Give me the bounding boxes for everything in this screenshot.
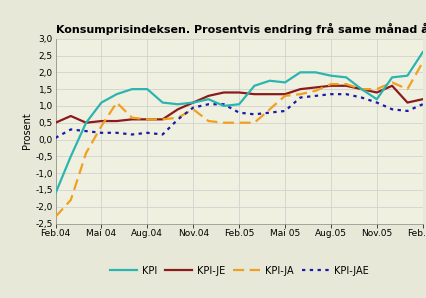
Y-axis label: Prosent: Prosent — [23, 113, 32, 150]
Text: Konsumprisindeksen. Prosentvis endring frå same månad året før: Konsumprisindeksen. Prosentvis endring f… — [55, 23, 426, 35]
Legend: KPI, KPI-JE, KPI-JA, KPI-JAE: KPI, KPI-JE, KPI-JA, KPI-JAE — [106, 262, 371, 280]
